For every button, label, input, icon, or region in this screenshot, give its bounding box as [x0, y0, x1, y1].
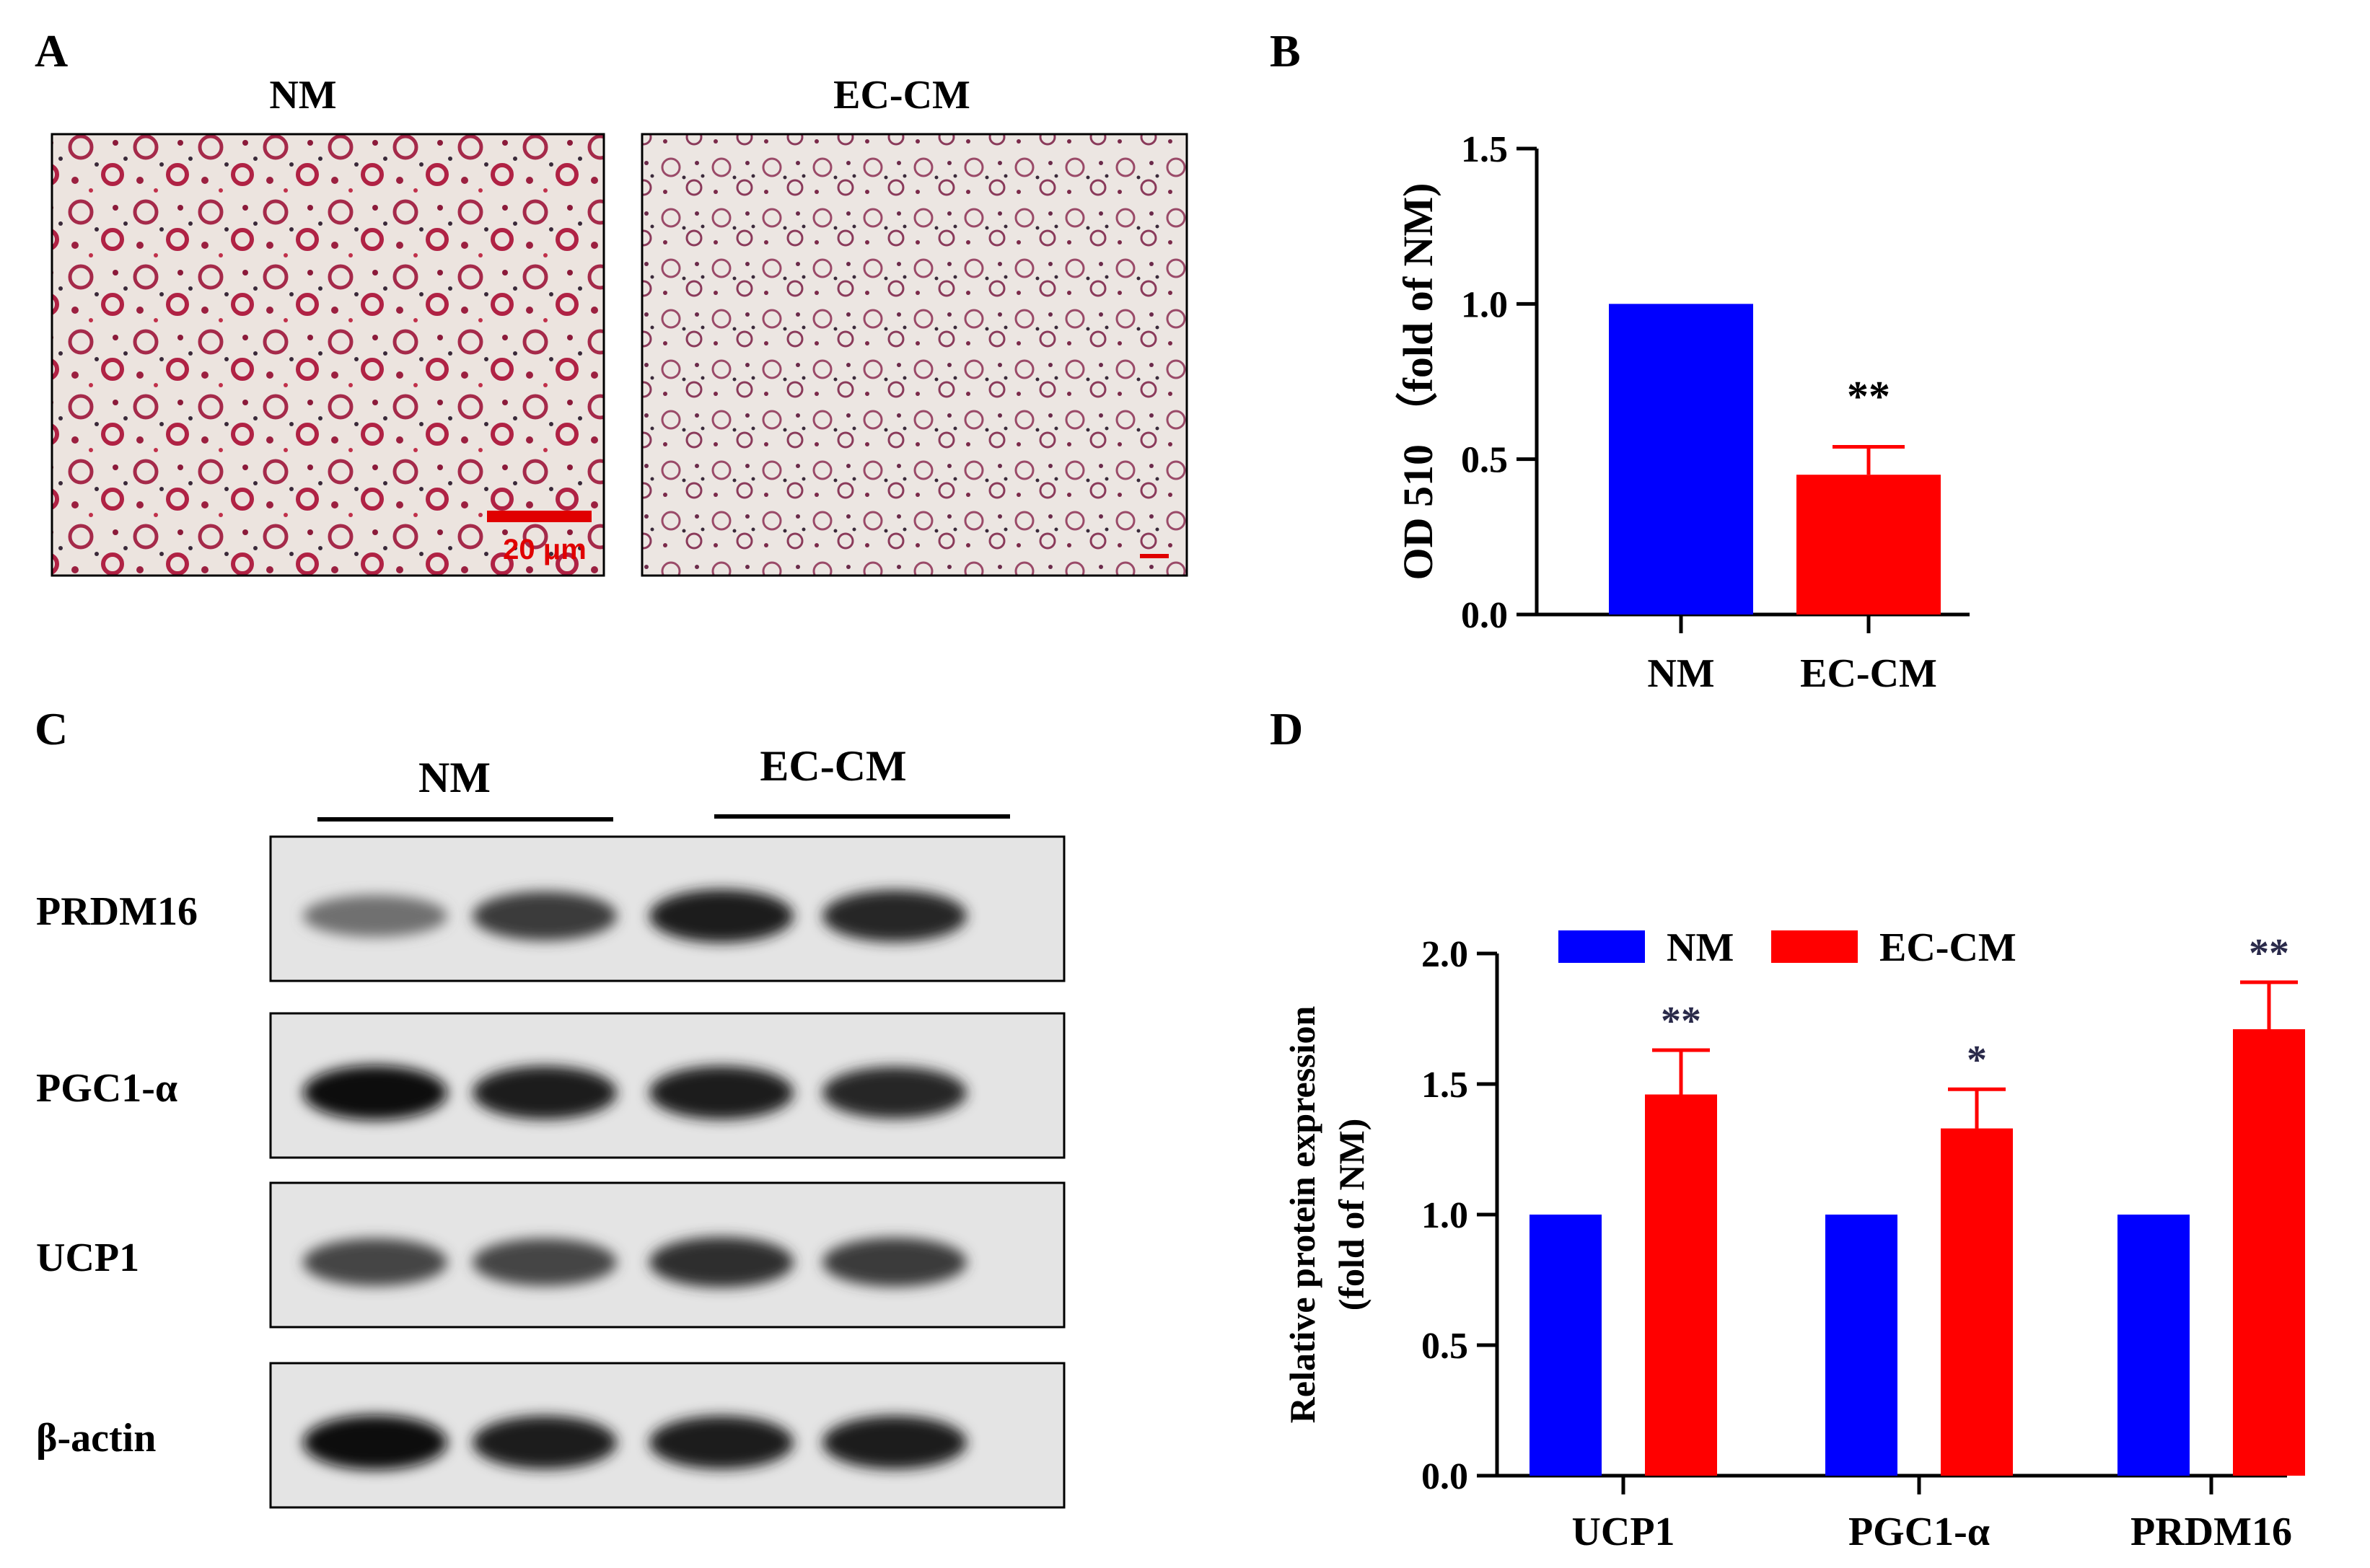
chart-b-significance: **: [1847, 372, 1890, 420]
western-blots: PRDM16 PGC1-α UCP1 β-actin: [36, 835, 1066, 1509]
scale-bar-label: 20 μm: [503, 534, 587, 565]
panel-a-nm-label: NM: [269, 73, 336, 118]
chart-b-y-tick-label: 0.0: [1461, 595, 1508, 636]
chart-b-y-tick-label: 1.0: [1461, 284, 1508, 325]
blot-band: [303, 1238, 447, 1286]
chart-d-x-tick-label: PGC1-α: [1848, 1510, 1990, 1554]
blot-row-label: PRDM16: [36, 889, 198, 934]
chart-b-y-tick-label: 1.5: [1461, 129, 1508, 170]
chart-d-significance: **: [1661, 999, 1701, 1044]
chart-d-y-tick-label: 2.0: [1421, 934, 1468, 975]
chart-d-y-label-line2: (fold of NM): [1331, 1119, 1371, 1311]
chart-d-x-tick-label: PRDM16: [2130, 1510, 2292, 1554]
blot-band: [473, 1066, 617, 1119]
chart-d-bar: [1529, 1215, 1602, 1476]
chart-b-bar: [1609, 304, 1753, 615]
scale-bar-nm: [487, 511, 592, 522]
micrograph-nm: [51, 133, 605, 577]
chart-d-significance: *: [1967, 1038, 1987, 1083]
chart-b-x-tick-label: NM: [1647, 651, 1714, 696]
chart-d-y-tick-label: 1.5: [1421, 1065, 1468, 1106]
chart-d-y-tick-label: 0.5: [1421, 1326, 1468, 1367]
chart-b: 0.0 0.5 1.0 1.5 NM EC-CM ** OD 510 （fold of NM): [1395, 129, 1970, 696]
blot-band: [303, 895, 447, 937]
blot-band: [473, 891, 617, 941]
blot-band: [303, 1415, 447, 1470]
chart-d-bar: [1825, 1215, 1897, 1476]
blot-row-label: UCP1: [36, 1236, 139, 1280]
chart-d-y-tick-label: 0.0: [1421, 1456, 1468, 1497]
blot-band: [649, 889, 794, 943]
panel-b-letter: B: [1270, 25, 1301, 76]
chart-d: 0.0 0.5 1.0 1.5 2.0 UCP1 ** PGC1-α * PRDM16 ** NM EC…: [1282, 925, 2305, 1554]
panel-a-eccm-label: EC-CM: [833, 73, 970, 118]
chart-d-bar: [2117, 1215, 2190, 1476]
panel-c-letter: C: [35, 703, 68, 754]
chart-d-bar: [1645, 1094, 1717, 1476]
chart-b-x-tick-label: EC-CM: [1800, 651, 1937, 696]
blot-row-label: PGC1-α: [36, 1066, 177, 1111]
blot-band: [822, 890, 967, 942]
blot-band: [649, 1237, 794, 1287]
chart-d-legend-label: NM: [1667, 925, 1734, 970]
blot-band: [473, 1238, 617, 1286]
scale-bar-eccm: [1140, 554, 1169, 558]
chart-d-x-tick-label: UCP1: [1571, 1510, 1675, 1554]
panel-d-letter: D: [1270, 703, 1303, 754]
chart-d-legend-swatch: [1558, 930, 1645, 963]
micrograph-eccm: [641, 133, 1188, 577]
chart-b-y-label: OD 510 （fold of NM): [1395, 183, 1441, 581]
chart-b-bar: [1796, 475, 1941, 615]
blot-band: [822, 1238, 967, 1287]
blot-band: [822, 1416, 967, 1469]
blot-band: [473, 1416, 617, 1469]
chart-d-y-tick-label: 1.0: [1421, 1195, 1468, 1236]
chart-d-bar: [2233, 1029, 2305, 1476]
group-label-eccm: EC-CM: [760, 742, 906, 790]
chart-d-significance: **: [2249, 931, 2289, 976]
panel-a-letter: A: [35, 25, 68, 76]
chart-d-legend-swatch: [1771, 930, 1858, 963]
blot-band: [822, 1067, 967, 1119]
blot-band: [303, 1065, 447, 1120]
chart-d-y-label-line1: Relative protein expression: [1282, 1005, 1322, 1423]
blot-row-label: β-actin: [36, 1416, 156, 1461]
blot-band: [649, 1066, 794, 1119]
blot-band: [649, 1416, 794, 1469]
chart-b-y-tick-label: 0.5: [1461, 440, 1508, 481]
chart-d-bar: [1941, 1128, 2013, 1476]
group-label-nm: NM: [418, 754, 491, 801]
chart-d-legend-label: EC-CM: [1879, 925, 2016, 970]
